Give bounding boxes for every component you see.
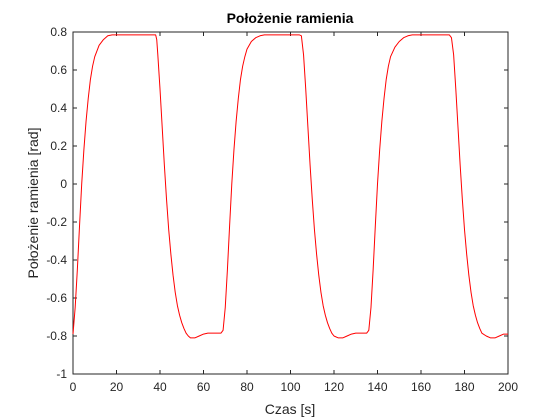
x-tick-label: 40 [153, 380, 167, 394]
y-axis: -1 -0.8 -0.6 -0.4 -0.2 0 0.2 0.4 0.6 0.8 [46, 25, 508, 381]
x-tick-label: 100 [280, 380, 300, 394]
y-tick-label: 0.8 [50, 25, 67, 39]
y-tick-label: -0.4 [46, 253, 67, 267]
x-axis-label: Czas [s] [265, 401, 316, 417]
series-line [72, 34, 508, 339]
y-tick-label: 0.4 [50, 101, 67, 115]
chart-title: Położenie ramienia [227, 10, 354, 26]
x-tick-label: 180 [454, 380, 474, 394]
y-tick-label: 0.2 [50, 139, 67, 153]
y-tick-label: 0 [60, 177, 67, 191]
x-tick-label: 0 [70, 380, 77, 394]
y-tick-label: -0.8 [46, 329, 67, 343]
x-tick-label: 160 [411, 380, 431, 394]
y-tick-label: -1 [56, 367, 67, 381]
y-tick-label: 0.6 [50, 63, 67, 77]
x-tick-label: 120 [324, 380, 344, 394]
series-layer [72, 34, 508, 339]
x-tick-label: 80 [240, 380, 254, 394]
y-tick-label: -0.2 [46, 215, 67, 229]
x-axis: 0 20 40 60 80 100 120 140 160 180 200 [70, 32, 518, 394]
plot-area [72, 31, 509, 375]
x-tick-label: 200 [498, 380, 518, 394]
x-tick-label: 140 [367, 380, 387, 394]
y-tick-label: -0.6 [46, 291, 67, 305]
y-axis-label: Położenie ramienia [rad] [25, 128, 41, 279]
x-tick-label: 20 [110, 380, 124, 394]
x-tick-label: 60 [197, 380, 211, 394]
